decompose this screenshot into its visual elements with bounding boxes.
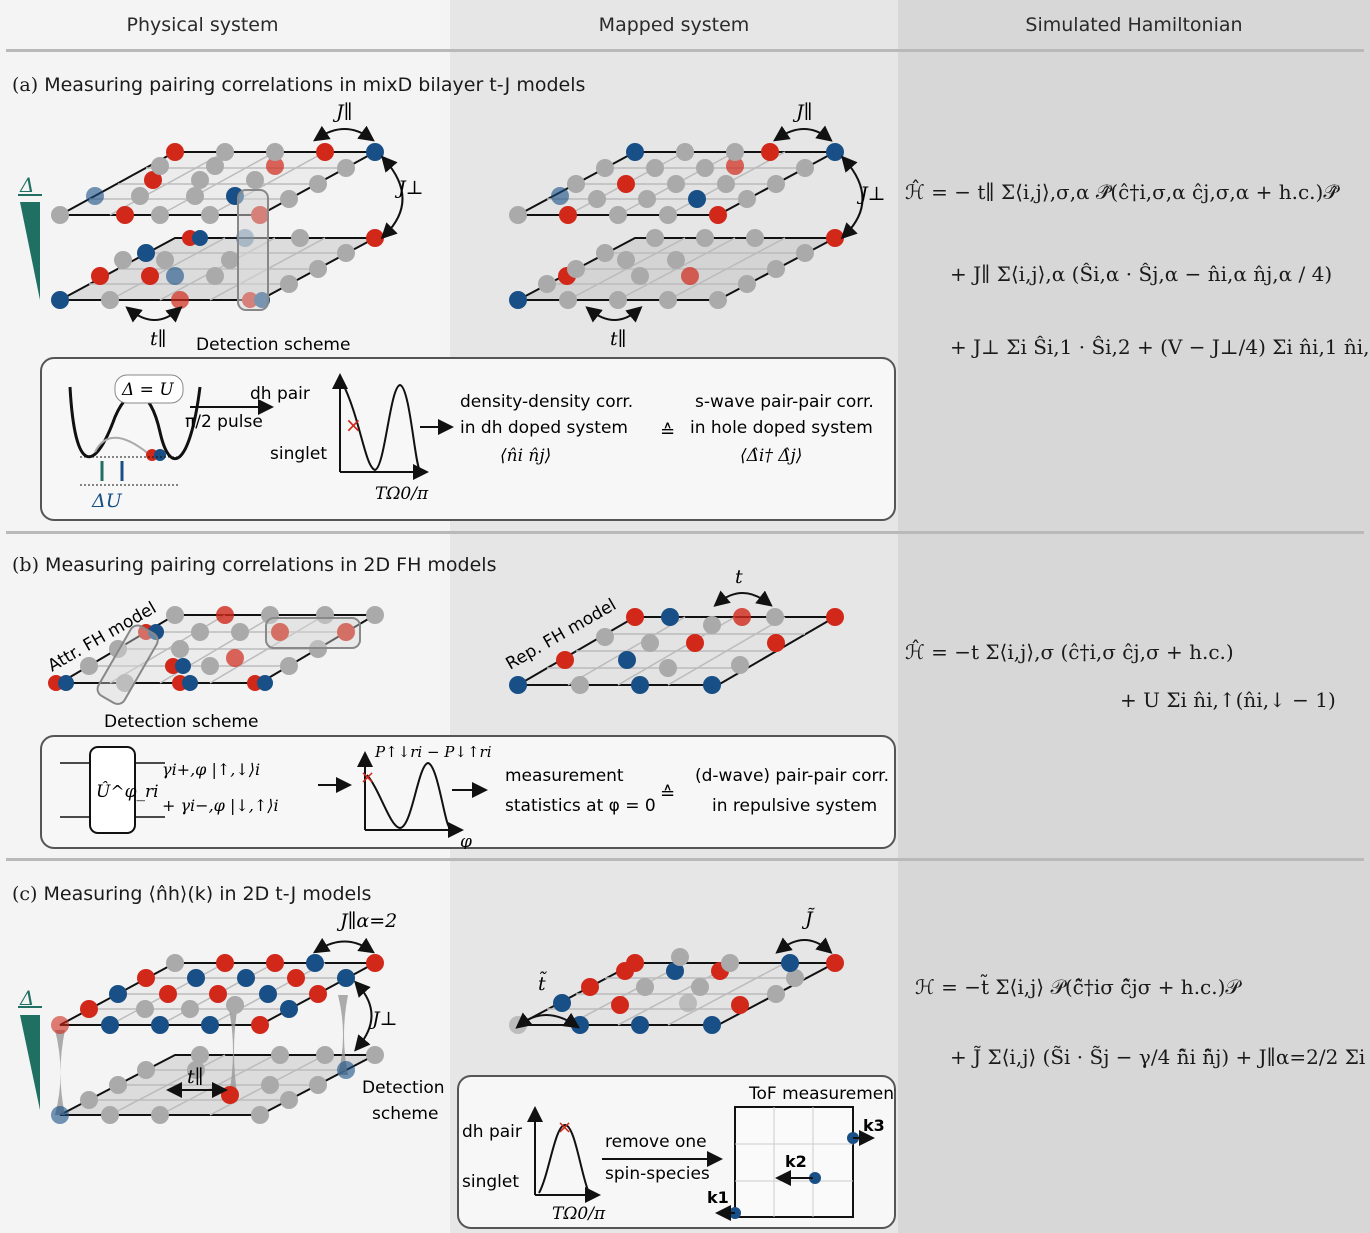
- energy-offset-wedge: [20, 202, 40, 300]
- delta-label-c: Δ: [19, 986, 34, 1010]
- detection-label-c1: Detection: [362, 1078, 445, 1098]
- delta-eq-u-label: Δ = U: [121, 380, 174, 400]
- detection-box-b: [40, 735, 896, 849]
- mapped-t-par-label: t∥: [610, 328, 626, 350]
- equiv-symbol-a: ≙: [660, 421, 675, 442]
- meas2-label: statistics at φ = 0: [505, 796, 656, 816]
- dh-doped-label: in dh doped system: [460, 418, 628, 438]
- header-mapped: Mapped system: [598, 14, 750, 36]
- j-par-label: J∥: [332, 101, 352, 123]
- dwave1-label: (d-wave) pair-pair corr.: [695, 766, 889, 786]
- measurement-cross-c: ×: [557, 1117, 572, 1138]
- pulse-label: π/2 pulse: [185, 412, 263, 432]
- section-a-title-text: Measuring pairing correlations in mixD b…: [44, 74, 586, 96]
- detection-scheme-a: Δ = U ΔU π/2 pulse dh pair singlet × TΩ0…: [68, 373, 874, 512]
- singlet-label-c: singlet: [462, 1172, 519, 1192]
- axis-x-label-c: TΩ0/π: [552, 1204, 606, 1224]
- ham-b-line2: + U Σi n̂i,↑(n̂i,↓ − 1): [1120, 688, 1336, 712]
- k2-label: k2: [785, 1152, 807, 1171]
- equiv-symbol-b: ≙: [660, 783, 675, 804]
- section-c-title: (c) Measuring ⟨n̂h⟩(k) in 2D t-J models: [12, 883, 371, 905]
- hole-doped-label: in hole doped system: [690, 418, 873, 438]
- ham-c-line1: ℋ = −t̃ Σ⟨i,j⟩ 𝒫(ĉ̃†iσ ĉ̃jσ + h.c.)𝒫: [915, 975, 1240, 999]
- ham-a-line3: + J⊥ Σi Ŝi,1 · Ŝi,2 + (V − J⊥/4) Σi n̂i,…: [950, 335, 1370, 359]
- detection-label-b: Detection scheme: [104, 712, 258, 730]
- ham-a-line1: ℋ̂ = − t∥ Σ⟨i,j⟩,σ,α 𝒫̂(ĉ†i,σ,α ĉj,σ,α +…: [905, 180, 1338, 204]
- detection-scheme-c: dh pair singlet × TΩ0/π remove one spin-…: [462, 1084, 895, 1224]
- pair-corr-label: ⟨Δ̂i† Δ̂j⟩: [740, 446, 802, 466]
- detection-highlight-a: [237, 189, 269, 311]
- section-c-title-text: Measuring ⟨n̂h⟩(k) in 2D t-J models: [43, 883, 372, 905]
- meas1-label: measurement: [505, 766, 624, 786]
- singlet-label-a: singlet: [270, 444, 327, 464]
- ham-c-line2: + J̃ Σ⟨i,j⟩ (S̃i · S̃j − γ/4 n̂̃i n̂̃j) …: [950, 1045, 1370, 1069]
- repulsive-lattice-b: t Rep. FH model: [503, 566, 844, 694]
- t-par-label-c: t∥: [187, 1066, 203, 1088]
- state2-label: + γi−,φ |↓,↑⟩i: [162, 796, 279, 815]
- mapped-j-par-label: J∥: [792, 101, 812, 123]
- hamiltonian-column: [898, 0, 1370, 1233]
- tof-label: ToF measurement: [748, 1084, 895, 1104]
- remove2-label: spin-species: [605, 1164, 710, 1184]
- dd-corr-label: density-density corr.: [460, 392, 633, 412]
- ham-a-line2: + J∥ Σ⟨i,j⟩,α (Ŝi,α · Ŝj,α − n̂i,α n̂j,α…: [950, 262, 1333, 286]
- ham-b-line1: ℋ̂ = −t Σ⟨i,j⟩,σ (ĉ†i,σ ĉj,σ + h.c.): [905, 640, 1234, 664]
- divider-bc: [6, 858, 1364, 861]
- measurement-cross-a: ×: [345, 413, 362, 437]
- k3-label: k3: [863, 1116, 885, 1135]
- dwave2-label: in repulsive system: [712, 796, 877, 816]
- remove1-label: remove one: [605, 1132, 707, 1152]
- section-b-title-text: Measuring pairing correlations in 2D FH …: [45, 554, 497, 576]
- section-b-letter: (b): [12, 554, 39, 576]
- j-perp-label-c: J⊥: [368, 1008, 398, 1030]
- section-a-letter: (a): [12, 74, 39, 96]
- swave-label: s-wave pair-pair corr.: [695, 392, 874, 412]
- phi-axis-label: φ: [460, 832, 472, 849]
- divider-ab: [6, 531, 1364, 534]
- t-label-b: t: [735, 566, 743, 588]
- mapped-j-perp-label: J⊥: [856, 183, 886, 205]
- state1-label: γi+,φ |↑,↓⟩i: [162, 760, 260, 779]
- section-c-letter: (c): [12, 883, 38, 905]
- dh-pair-label-c: dh pair: [462, 1122, 522, 1142]
- gate-label: Û^φ_ri: [96, 781, 159, 802]
- axis-x-label-a: TΩ0/π: [375, 484, 429, 504]
- delta-label: Δ: [19, 173, 34, 197]
- divider-top: [6, 49, 1364, 52]
- j-tilde-label: J̃: [801, 908, 816, 930]
- measurement-cross-b: ×: [360, 767, 375, 788]
- attractive-lattice-b: Attr. FH model Detection scheme: [45, 598, 384, 730]
- delta-u-label: ΔU: [91, 490, 123, 512]
- detection-label-c2: scheme: [372, 1104, 438, 1124]
- bilayer-lattice-a: Δ J∥ J⊥ t∥ Detection scheme: [18, 101, 424, 355]
- bilayer-lattice-c: Δ J∥α=2 J⊥ t∥ Detection scheme: [18, 910, 445, 1124]
- mapped-lattice-a: J∥ J⊥ t∥: [509, 101, 886, 350]
- j-perp-label: J⊥: [394, 177, 424, 199]
- t-tilde-label: t̃: [538, 972, 547, 995]
- prob-diff-label: P↑↓ri − P↓↑ri: [374, 743, 492, 761]
- header-hamiltonian: Simulated Hamiltonian: [1025, 14, 1243, 36]
- mapped-lattice-c: J̃ t̃: [509, 908, 844, 1034]
- dh-pair-label-a: dh pair: [250, 384, 310, 404]
- section-b-title: (b) Measuring pairing correlations in 2D…: [12, 554, 496, 576]
- nn-corr-label: ⟨n̂i n̂j⟩: [500, 446, 551, 466]
- detection-scheme-b: Û^φ_ri γi+,φ |↑,↓⟩i + γi−,φ |↓,↑⟩i × P↑↓…: [60, 743, 889, 849]
- detection-label-a: Detection scheme: [196, 335, 350, 355]
- j-par-alpha-label: J∥α=2: [336, 910, 397, 932]
- k1-label: k1: [707, 1188, 729, 1207]
- section-a-title: (a) Measuring pairing correlations in mi…: [12, 74, 585, 96]
- t-par-label: t∥: [150, 328, 166, 350]
- header-physical: Physical system: [126, 14, 279, 36]
